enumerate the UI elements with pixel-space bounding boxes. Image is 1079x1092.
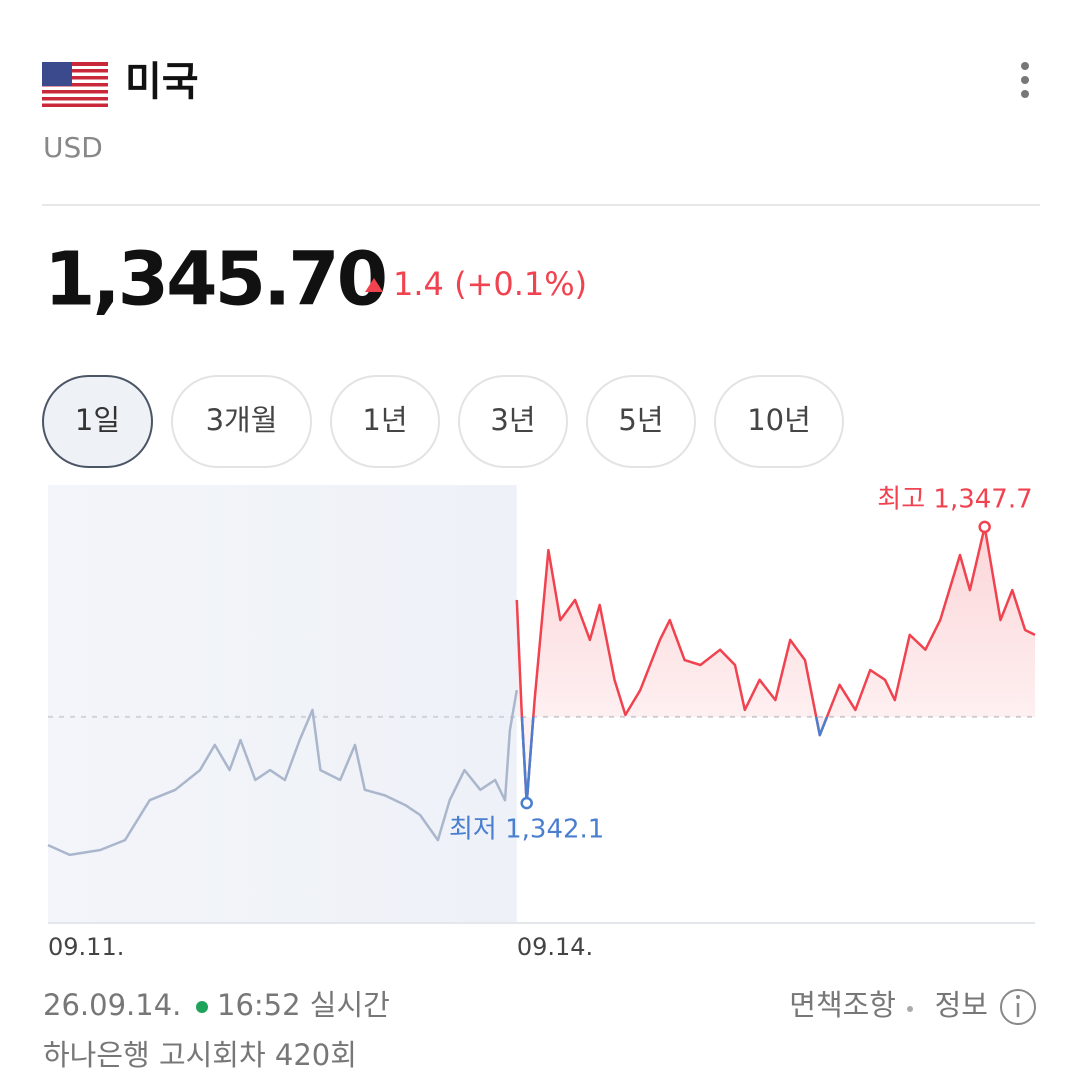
tab[interactable] (714, 375, 844, 468)
tab-label[interactable]: 5년 (618, 403, 663, 437)
extreme-label: 최고 1,347.7 (877, 484, 1032, 514)
info-icon[interactable] (1000, 989, 1036, 1025)
separator (907, 1006, 913, 1012)
up-arrow (365, 278, 383, 292)
price-change: 1.4 (+0.1%) (393, 265, 587, 303)
area-fill (516, 526, 1035, 804)
more-menu[interactable] (1021, 62, 1029, 98)
x-tick-label: 09.14. (517, 933, 593, 961)
price-line (47, 689, 519, 857)
tab[interactable] (330, 375, 440, 468)
previous-session-background (48, 485, 517, 923)
currency-code: USD (43, 131, 103, 164)
tab-label[interactable]: 3개월 (206, 403, 278, 437)
price-line (515, 525, 1036, 805)
chart: 09.11. 09.14. 최고 1,347.7 최저 1,342.1 (47, 484, 1036, 961)
tab[interactable] (458, 375, 568, 468)
x-tick-label: 09.11. (48, 933, 124, 961)
notice: 하나은행 고시회차 420회 (43, 1038, 357, 1072)
tab[interactable] (586, 375, 696, 468)
tab[interactable] (42, 375, 153, 468)
extreme-marker (978, 520, 991, 534)
tab-label[interactable]: 3년 (490, 403, 535, 437)
country-title: 미국 (125, 59, 199, 105)
tab[interactable] (171, 375, 312, 468)
tab-label[interactable]: 1일 (75, 403, 120, 437)
period-tabs: 1일 3개월 1년 3년 5년 10년 (42, 375, 844, 468)
live-dot (196, 1001, 208, 1013)
disclaimer-link[interactable]: 면책조항 (789, 988, 896, 1022)
info-link[interactable]: 정보 (935, 988, 988, 1022)
extreme-marker (520, 796, 533, 810)
time: 16:52 실시간 (217, 988, 390, 1022)
tab-label[interactable]: 1년 (362, 403, 407, 437)
date: 26.09.14. (43, 988, 181, 1022)
tab-label[interactable]: 10년 (747, 403, 811, 437)
flag (42, 62, 108, 107)
price: 1,345.70 (44, 237, 385, 323)
extreme-label: 최저 1,342.1 (449, 815, 604, 845)
